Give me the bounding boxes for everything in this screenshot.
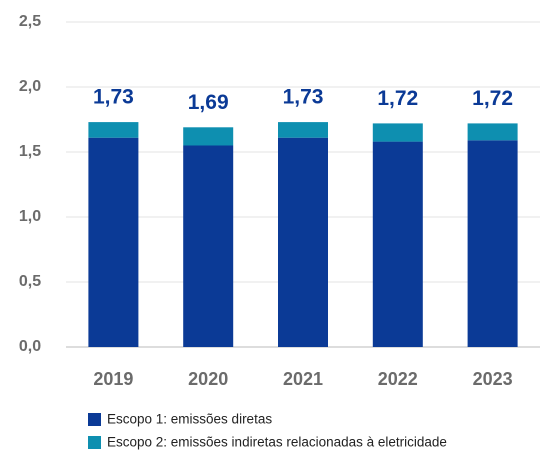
- x-tick-label: 2022: [378, 369, 418, 389]
- bar-segment: [467, 123, 518, 141]
- bar-segment: [183, 145, 234, 347]
- legend-swatch: [88, 436, 101, 449]
- bar-segment: [278, 122, 328, 138]
- y-tick-label: 2,5: [19, 13, 41, 30]
- legend-label: Escopo 1: emissões diretas: [107, 412, 272, 427]
- x-tick-label: 2021: [283, 369, 323, 389]
- legend-swatch: [88, 413, 101, 426]
- legend-label: Escopo 2: emissões indiretas relacionada…: [107, 435, 447, 450]
- y-tick-label: 0,0: [19, 338, 41, 355]
- y-tick-label: 2,0: [19, 78, 41, 95]
- x-tick-label: 2019: [93, 369, 133, 389]
- x-tick-label: 2023: [473, 369, 513, 389]
- total-label: 1,73: [93, 86, 134, 109]
- y-tick-label: 1,5: [19, 143, 41, 160]
- total-label: 1,72: [377, 87, 418, 110]
- y-tick-label: 1,0: [19, 208, 41, 225]
- bar-segment: [372, 141, 423, 347]
- bar-segment: [467, 140, 518, 347]
- total-label: 1,69: [188, 91, 229, 114]
- y-tick-label: 0,5: [19, 273, 41, 290]
- bar-segment: [88, 137, 139, 347]
- total-label: 1,72: [472, 87, 513, 110]
- bar-segment: [278, 137, 328, 347]
- x-tick-label: 2020: [188, 369, 228, 389]
- bar-segment: [183, 127, 234, 146]
- total-label: 1,73: [283, 86, 324, 109]
- bar-segment: [372, 123, 423, 142]
- bar-segment: [88, 122, 139, 138]
